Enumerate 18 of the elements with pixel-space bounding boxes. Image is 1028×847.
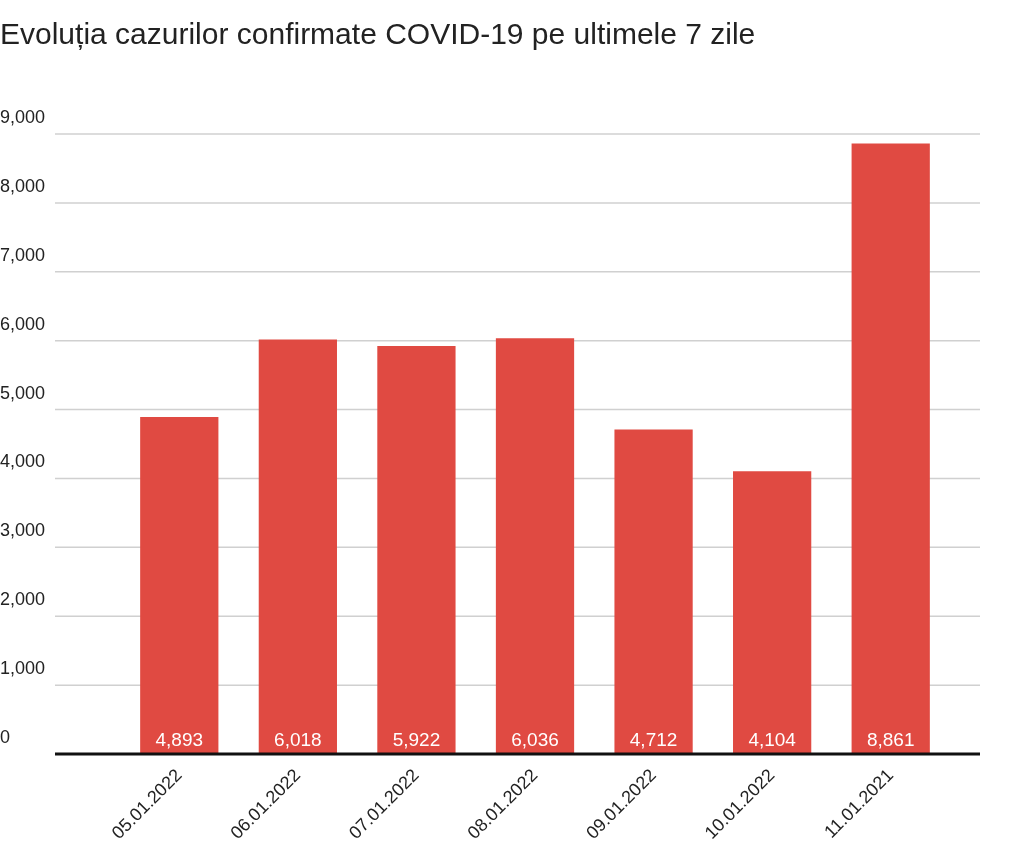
y-tick-label: 1,000 (0, 658, 46, 679)
y-tick-label: 2,000 (0, 589, 46, 610)
y-tick-label: 4,000 (0, 451, 46, 472)
data-label: 6,018 (274, 728, 322, 750)
data-label: 8,861 (866, 728, 915, 750)
data-label: 5,922 (392, 728, 441, 750)
y-tick-label: 3,000 (0, 520, 46, 541)
data-label: 4,712 (629, 728, 678, 750)
data-label: 4,893 (155, 728, 204, 750)
y-tick-label: 9,000 (0, 106, 46, 127)
chart-title: Evoluția cazurilor confirmate COVID-19 pe ultimele 7 zile (0, 17, 756, 51)
data-label: 4,104 (748, 728, 797, 750)
data-label: 6,036 (511, 728, 559, 750)
y-tick-label: 0 (0, 726, 11, 747)
y-tick-label: 5,000 (0, 382, 46, 403)
y-tick-label: 7,000 (0, 244, 46, 265)
y-tick-label: 8,000 (0, 175, 46, 196)
y-tick-label: 6,000 (0, 313, 46, 334)
